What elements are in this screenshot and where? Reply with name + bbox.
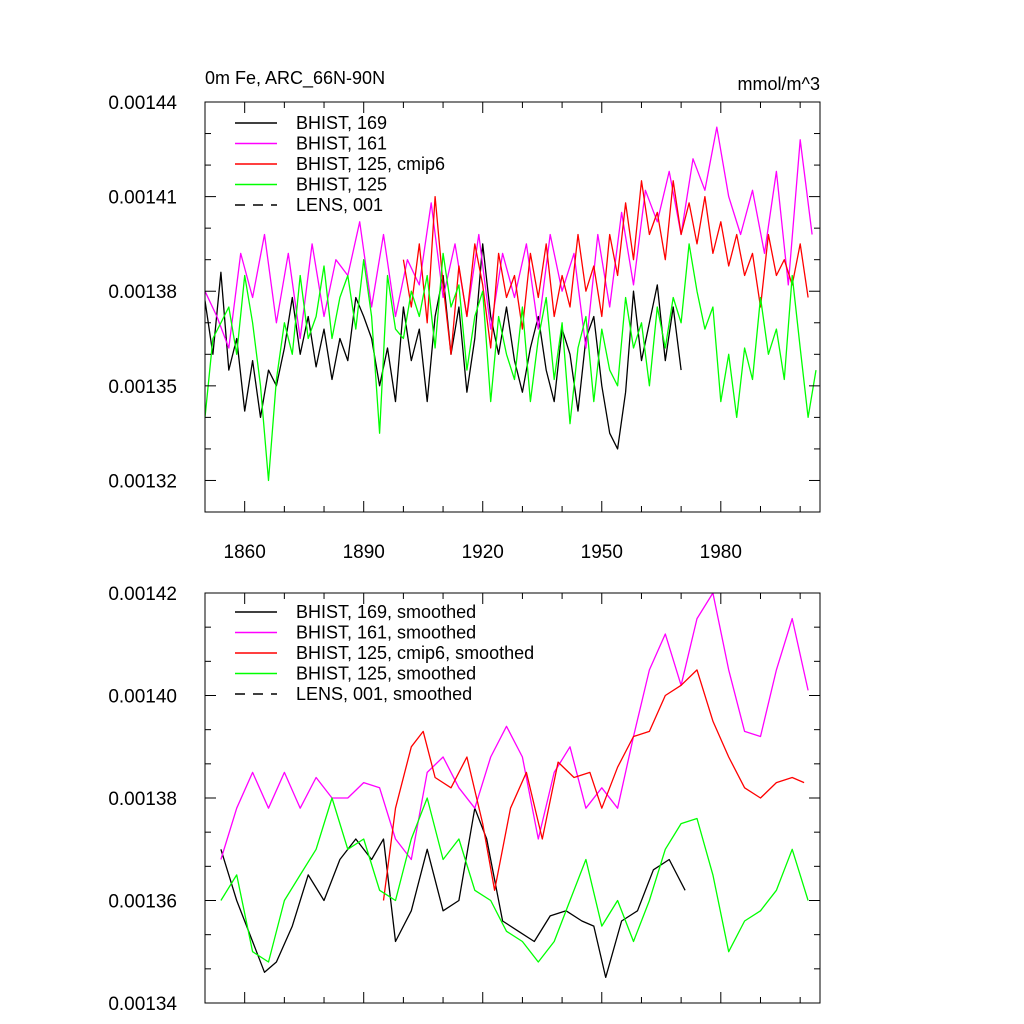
legend-label: BHIST, 169 <box>296 113 387 133</box>
series-line-4 <box>205 243 817 482</box>
legend-label: BHIST, 169, smoothed <box>296 602 476 622</box>
x-tick-label: 1980 <box>700 542 742 563</box>
chart-title: 0m Fe, ARC_66N-90N <box>205 68 385 89</box>
legend-label: BHIST, 161, smoothed <box>296 623 476 643</box>
bottom-panel-ticks: 0.00134 0.00136 0.00138 0.00140 0.00142 <box>108 584 820 1015</box>
y-tick-label: 0.00144 <box>108 93 177 114</box>
x-tick-label: 1890 <box>343 542 385 563</box>
y-tick-label: 0.00138 <box>108 282 177 303</box>
series-line-1 <box>220 807 686 979</box>
legend-label: BHIST, 125, smoothed <box>296 664 476 684</box>
x-tick-label: 1950 <box>581 542 623 563</box>
bottom-panel: 0.00134 0.00136 0.00138 0.00140 0.00142 BHIS… <box>108 584 821 1015</box>
legend-label: BHIST, 125, cmip6, smoothed <box>296 643 534 663</box>
units-label: mmol/m^3 <box>738 74 820 94</box>
top-panel: 0m Fe, ARC_66N-90N mmol/m^3 0.001320.001… <box>108 68 821 563</box>
series-line-2 <box>205 126 813 349</box>
legend-label: BHIST, 125, cmip6 <box>296 154 445 174</box>
y-tick-label: 0.00135 <box>108 377 177 398</box>
y-tick-label: 0.00134 <box>108 994 177 1015</box>
y-tick-label: 0.00140 <box>108 687 177 708</box>
legend-label: LENS, 001 <box>296 195 383 215</box>
y-tick-label: 0.00141 <box>108 188 177 209</box>
y-tick-label: 0.00142 <box>108 584 177 605</box>
series-line-2 <box>220 593 809 861</box>
y-tick-label: 0.00132 <box>108 471 177 492</box>
bottom-panel-series <box>220 593 809 979</box>
series-line-4 <box>220 797 809 963</box>
legend-label: BHIST, 125 <box>296 175 387 195</box>
top-panel-series <box>205 126 817 482</box>
legend-label: LENS, 001, smoothed <box>296 684 472 704</box>
series-line-3 <box>402 180 809 355</box>
y-tick-label: 0.00138 <box>108 789 177 810</box>
legend-label: BHIST, 161 <box>296 134 387 154</box>
x-tick-label: 1860 <box>224 542 266 563</box>
top-plot-frame <box>204 101 821 513</box>
series-line-1 <box>205 243 682 450</box>
series-line-3 <box>382 669 805 901</box>
x-tick-label: 1920 <box>462 542 504 563</box>
top-panel-ticks: 0.00132 0.00135 0.00138 0.00141 0.00144 1860 1… <box>108 93 820 563</box>
bottom-plot-frame <box>204 592 821 1004</box>
y-tick-label: 0.00136 <box>108 892 177 913</box>
